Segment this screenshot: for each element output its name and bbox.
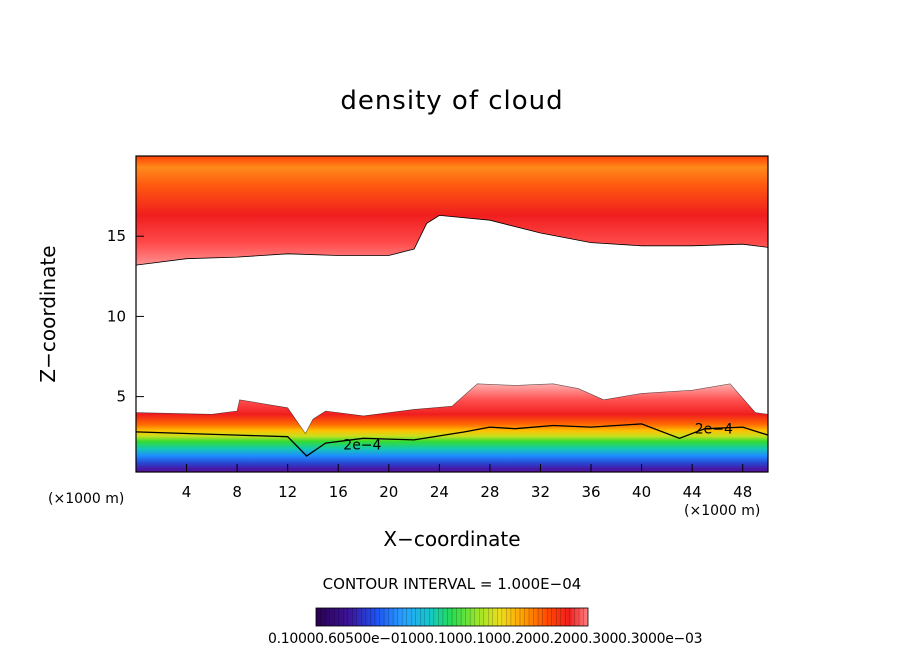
chart-title: density of cloud <box>340 86 564 116</box>
z-unit-label: (×1000 m) <box>48 491 125 507</box>
x-tick-label: 4 <box>182 483 192 501</box>
y-tick-label: 10 <box>107 307 126 325</box>
x-tick-label: 20 <box>379 483 398 501</box>
contour-interval-label: CONTOUR INTERVAL = 1.000E−04 <box>322 575 582 593</box>
y-axis-label: Z−coordinate <box>36 245 60 383</box>
x-tick-label: 48 <box>733 483 752 501</box>
colorbar-ticks <box>320 608 584 626</box>
upper-cloud-edge-contour <box>136 214 768 266</box>
x-tick-label: 16 <box>329 483 348 501</box>
contour-label: 2e−4 <box>695 422 733 438</box>
lower-cloud-edge-contour <box>136 383 768 435</box>
x-tick-label: 28 <box>480 483 499 501</box>
contour-label: 2e−4 <box>343 438 381 454</box>
contour-labels: 2e−4 2e−4 <box>343 422 733 454</box>
colorbar-labels: 0.10000.60500e−01000.1000.1000.2000.2000… <box>268 631 703 647</box>
plot-area <box>136 156 768 472</box>
lower-cloud-layer <box>136 383 768 472</box>
x-tick-label: 44 <box>683 483 702 501</box>
y-tick-label: 5 <box>116 388 126 406</box>
x-tick-label: 40 <box>632 483 651 501</box>
y-tick-label: 15 <box>107 227 126 245</box>
x-tick-label: 24 <box>430 483 449 501</box>
plot-frame <box>135 155 769 473</box>
x-tick-label: 32 <box>531 483 550 501</box>
x-axis-label: X−coordinate <box>383 527 521 551</box>
contour-2e-4 <box>136 423 768 457</box>
x-tick-label: 12 <box>278 483 297 501</box>
x-unit-label: (×1000 m) <box>684 503 761 519</box>
x-tick-label: 8 <box>232 483 242 501</box>
y-axis-ticks: 5 10 15 <box>107 227 144 406</box>
x-tick-label: 36 <box>581 483 600 501</box>
upper-cloud-layer <box>136 156 768 266</box>
x-axis-ticks: 4 8 12 16 20 24 28 32 36 40 44 48 <box>182 464 752 501</box>
